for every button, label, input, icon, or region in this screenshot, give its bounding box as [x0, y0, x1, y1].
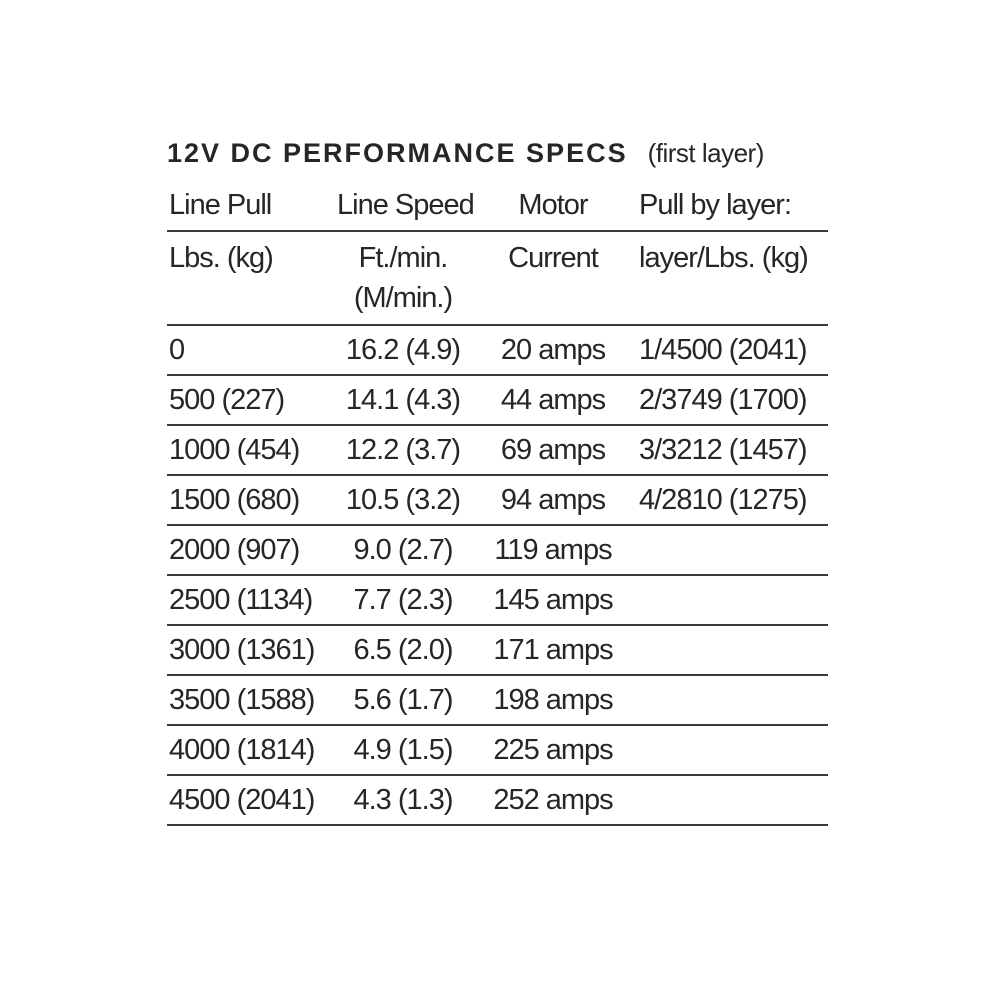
cell-line-speed: 16.2 (4.9): [337, 325, 469, 376]
cell-motor-current: 252 amps: [469, 775, 637, 826]
cell-motor-current: 94 amps: [469, 475, 637, 526]
cell-pull-by-layer: [637, 625, 828, 676]
column-header-line-speed: Line Speed: [337, 181, 475, 232]
cell-pull-by-layer: [637, 675, 828, 726]
section-title-main: 12V DC PERFORMANCE SPECS: [167, 138, 628, 168]
table-row: 3000 (1361) 6.5 (2.0) 171 amps: [167, 625, 828, 676]
cell-line-pull: 1500 (680): [167, 475, 337, 526]
cell-line-pull: 2000 (907): [167, 525, 337, 576]
cell-line-speed: 7.7 (2.3): [337, 575, 469, 626]
cell-pull-by-layer: 1/4500 (2041): [637, 325, 828, 376]
table-row: 2500 (1134) 7.7 (2.3) 145 amps: [167, 575, 828, 626]
cell-line-speed: 9.0 (2.7): [337, 525, 469, 576]
cell-motor-current: 69 amps: [469, 425, 637, 476]
unit-header-pull-by-layer: layer/Lbs. (kg): [637, 231, 828, 326]
table-row: 1500 (680) 10.5 (3.2) 94 amps 4/2810 (1275): [167, 475, 828, 526]
table-row: 1000 (454) 12.2 (3.7) 69 amps 3/3212 (1457): [167, 425, 828, 476]
cell-motor-current: 145 amps: [469, 575, 637, 626]
cell-motor-current: 44 amps: [469, 375, 637, 426]
column-header-line-pull: Line Pull: [167, 181, 337, 232]
table-header: Line Pull Line Speed Motor Pull by layer…: [167, 181, 828, 326]
section-title-suffix: (first layer): [647, 138, 765, 168]
cell-pull-by-layer: 2/3749 (1700): [637, 375, 828, 426]
cell-line-speed: 5.6 (1.7): [337, 675, 469, 726]
cell-line-pull: 500 (227): [167, 375, 337, 426]
cell-motor-current: 198 amps: [469, 675, 637, 726]
cell-line-pull: 4500 (2041): [167, 775, 337, 826]
table-row: 0 16.2 (4.9) 20 amps 1/4500 (2041): [167, 325, 828, 376]
cell-line-speed: 4.9 (1.5): [337, 725, 469, 776]
cell-motor-current: 225 amps: [469, 725, 637, 776]
cell-line-pull: 3500 (1588): [167, 675, 337, 726]
table-row: 3500 (1588) 5.6 (1.7) 198 amps: [167, 675, 828, 726]
cell-line-pull: 1000 (454): [167, 425, 337, 476]
cell-pull-by-layer: [637, 775, 828, 826]
unit-label-current: Current: [508, 242, 599, 274]
cell-line-pull: 0: [167, 325, 337, 376]
cell-motor-current: 119 amps: [469, 525, 637, 576]
unit-header-line-speed: Ft./min. (M/min.): [337, 231, 469, 326]
unit-label-ft-min: Ft./min.: [358, 242, 449, 274]
unit-label-layer-lbs-kg: layer/Lbs. (kg): [639, 242, 809, 274]
header-row-units: Lbs. (kg) Ft./min. (M/min.) Current laye…: [167, 231, 828, 326]
unit-header-line-pull: Lbs. (kg): [167, 231, 337, 326]
cell-line-speed: 6.5 (2.0): [337, 625, 469, 676]
header-row-main: Line Pull Line Speed Motor Pull by layer…: [167, 181, 828, 232]
cell-line-speed: 12.2 (3.7): [337, 425, 469, 476]
cell-pull-by-layer: 4/2810 (1275): [637, 475, 828, 526]
cell-pull-by-layer: 3/3212 (1457): [637, 425, 828, 476]
cell-line-pull: 4000 (1814): [167, 725, 337, 776]
cell-line-pull: 3000 (1361): [167, 625, 337, 676]
spec-table-body: 0 16.2 (4.9) 20 amps 1/4500 (2041) 500 (227)…: [167, 325, 828, 826]
table-row: 4000 (1814) 4.9 (1.5) 225 amps: [167, 725, 828, 776]
spec-table-section: 12V DC PERFORMANCE SPECS (first layer) L…: [167, 138, 828, 826]
cell-motor-current: 171 amps: [469, 625, 637, 676]
table-row: 2000 (907) 9.0 (2.7) 119 amps: [167, 525, 828, 576]
performance-specs-table: Line Pull Line Speed Motor Pull by layer…: [167, 181, 828, 826]
unit-header-motor: Current: [469, 231, 637, 326]
cell-pull-by-layer: [637, 725, 828, 776]
section-title: 12V DC PERFORMANCE SPECS (first layer): [167, 138, 828, 169]
cell-line-speed: 4.3 (1.3): [337, 775, 469, 826]
cell-line-pull: 2500 (1134): [167, 575, 337, 626]
table-row: 4500 (2041) 4.3 (1.3) 252 amps: [167, 775, 828, 826]
column-header-motor: Motor: [469, 181, 637, 232]
column-header-pull-by-layer: Pull by layer:: [637, 181, 828, 232]
cell-line-speed: 14.1 (4.3): [337, 375, 469, 426]
unit-label-m-min: (M/min.): [353, 282, 453, 314]
unit-label-lbs-kg: Lbs. (kg): [169, 242, 274, 274]
cell-motor-current: 20 amps: [469, 325, 637, 376]
cell-line-speed: 10.5 (3.2): [337, 475, 469, 526]
table-row: 500 (227) 14.1 (4.3) 44 amps 2/3749 (1700): [167, 375, 828, 426]
cell-pull-by-layer: [637, 575, 828, 626]
cell-pull-by-layer: [637, 525, 828, 576]
